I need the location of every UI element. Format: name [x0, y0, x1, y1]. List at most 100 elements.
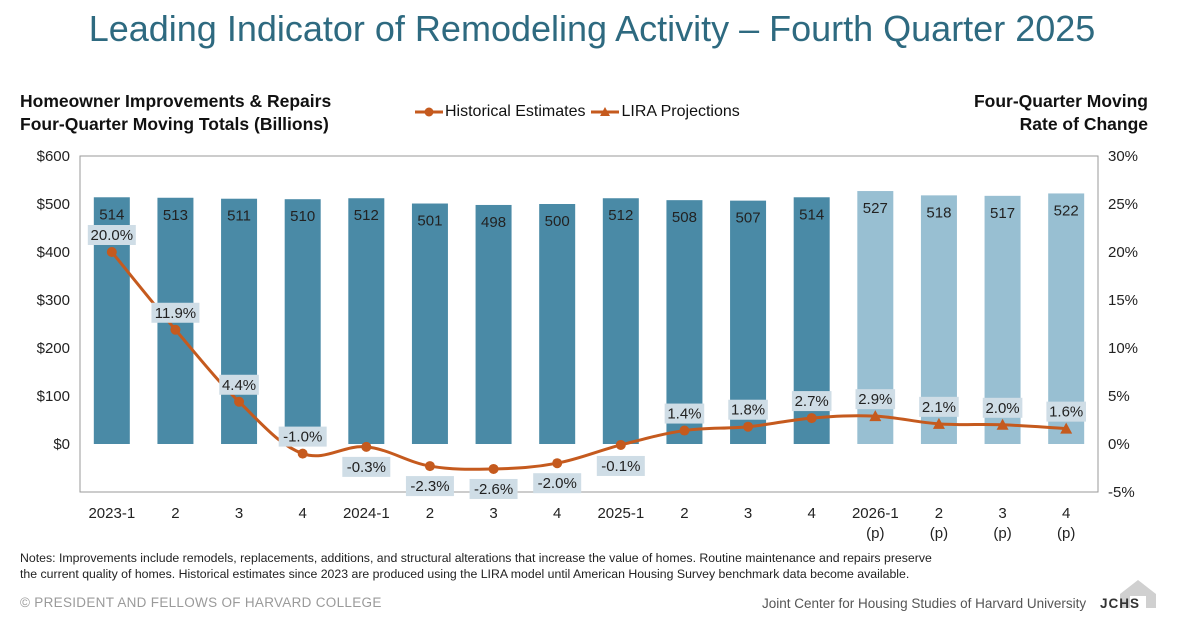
x-axis-tick-label: (p) [866, 525, 884, 542]
bar [221, 198, 258, 444]
bar-value-label: 508 [672, 209, 697, 226]
notes: Notes: Improvements include remodels, re… [20, 550, 1150, 582]
rate-label-box [342, 456, 391, 477]
left-axis-tick-label: $600 [37, 148, 70, 165]
chart-canvas: $0 $100 $200 $300 $400 $500 $600 -5% 0% 5% 10% 15% 2… [37, 148, 1138, 542]
x-axis-tick-label: 3 [489, 505, 497, 522]
rate-label-box [919, 396, 959, 417]
right-axis-title-line-1: Four-Quarter Moving [973, 91, 1148, 111]
bar [284, 199, 321, 444]
x-axis-tick-label: 2023-1 [88, 505, 135, 522]
plot-frame [79, 155, 1099, 493]
rate-value-label: 2.7% [795, 393, 829, 410]
copyright-text: © PRESIDENT AND FELLOWS OF HARVARD COLLE… [20, 595, 382, 610]
x-axis-tick-label: 4 [299, 505, 307, 522]
rate-label-box [278, 426, 327, 447]
left-axis-title: Homeowner Improvements & Repairs Four-Qu… [20, 90, 331, 136]
bar [539, 204, 576, 444]
x-axis-tick-label: 3 [998, 505, 1006, 522]
rate-value-label: 20.0% [91, 227, 134, 244]
left-axis-tick-label: $400 [37, 244, 70, 261]
circle-marker-icon [415, 107, 443, 117]
notes-line-2: the current quality of homes. Historical… [20, 567, 910, 581]
historical-point [106, 247, 117, 257]
rate-label-box [728, 399, 768, 420]
x-axis-tick-label: 2 [426, 505, 434, 522]
bar-value-label: 514 [799, 206, 824, 223]
rate-label-box [596, 455, 645, 476]
x-axis-tick-label: 4 [808, 505, 816, 522]
x-axis-tick-label: (p) [930, 525, 948, 542]
right-axis-tick-label: 20% [1108, 244, 1138, 261]
right-axis-tick-label: 10% [1108, 340, 1138, 357]
brand-wordmark: JCHS [1100, 596, 1141, 611]
x-axis-tick-label: (p) [993, 525, 1011, 542]
rate-label-box [533, 473, 582, 494]
bar-value-label: 511 [227, 208, 251, 225]
bar-value-label: 498 [481, 214, 506, 231]
rate-label-box [1046, 401, 1086, 422]
right-axis-tick-label: 30% [1108, 148, 1138, 165]
right-axis-tick-label: 5% [1108, 388, 1130, 405]
bar-value-label: 527 [863, 200, 888, 217]
historical-point [361, 441, 372, 452]
bar-value-label: 514 [99, 206, 124, 223]
left-axis-tick-label: $300 [37, 292, 70, 309]
left-axis-tick-label: $500 [37, 196, 70, 213]
rate-value-label: -0.3% [347, 459, 386, 476]
historical-point [297, 448, 308, 459]
bar-value-label: 500 [545, 213, 570, 230]
rate-label-box [151, 302, 200, 323]
x-axis-tick-label: 4 [553, 505, 561, 522]
bar [602, 198, 639, 444]
rate-label-box [982, 397, 1023, 418]
left-axis-title-line-1: Homeowner Improvements & Repairs [20, 91, 332, 111]
chart-title: Leading Indicator of Remodeling Activity… [88, 8, 1096, 49]
bar [348, 198, 385, 444]
notes-line-1: Notes: Improvements include remodels, re… [20, 551, 932, 565]
rate-value-label: 11.9% [155, 305, 196, 322]
rate-label-box [469, 478, 518, 499]
historical-point [743, 421, 754, 432]
bar [666, 200, 703, 444]
bar-value-label: 512 [354, 207, 379, 224]
rate-value-label: 2.9% [858, 391, 892, 408]
x-axis-tick-label: 2 [171, 505, 179, 522]
bar-value-label: 518 [926, 204, 951, 221]
rate-label-box [855, 389, 896, 410]
house-logo-icon [1120, 580, 1156, 608]
right-axis-title: Four-Quarter Moving Rate of Change [974, 90, 1148, 136]
historical-point [234, 396, 245, 407]
rate-value-label: -0.1% [601, 458, 640, 475]
legend: Historical Estimates LIRA Projections [415, 103, 746, 121]
historical-point [488, 463, 499, 474]
bar-value-label: 510 [290, 208, 315, 225]
left-axis-tick-label: $100 [37, 388, 70, 405]
rate-label-box [219, 374, 259, 395]
bar [475, 204, 512, 444]
historical-point [170, 324, 181, 335]
rate-label-box [664, 403, 705, 424]
rate-value-label: 2.0% [985, 400, 1019, 417]
right-axis-tick-label: 15% [1108, 292, 1138, 309]
bar [411, 203, 448, 444]
historical-point [552, 458, 563, 469]
rate-value-label: -2.3% [410, 478, 449, 495]
rate-of-change-line [110, 251, 1067, 471]
bar-value-label: 512 [608, 207, 633, 224]
legend-item-projection: LIRA Projections [591, 103, 740, 121]
right-axis-title-line-2: Rate of Change [1019, 114, 1148, 134]
x-axis-tick-label: 4 [1062, 505, 1070, 522]
rate-label-box [87, 225, 136, 245]
historical-point [679, 425, 690, 436]
rate-value-label: 4.4% [222, 377, 256, 394]
bar-value-label: 507 [736, 210, 761, 227]
triangle-marker-icon [591, 107, 620, 116]
rate-value-label: -2.0% [538, 475, 577, 492]
rate-value-label: 1.4% [667, 406, 701, 423]
legend-label-historical: Historical Estimates [445, 103, 586, 120]
rate-label-box [405, 476, 454, 497]
x-axis-tick-label: 3 [235, 505, 243, 522]
x-axis-tick-label: 3 [744, 505, 752, 522]
bar-value-label: 522 [1054, 202, 1079, 219]
